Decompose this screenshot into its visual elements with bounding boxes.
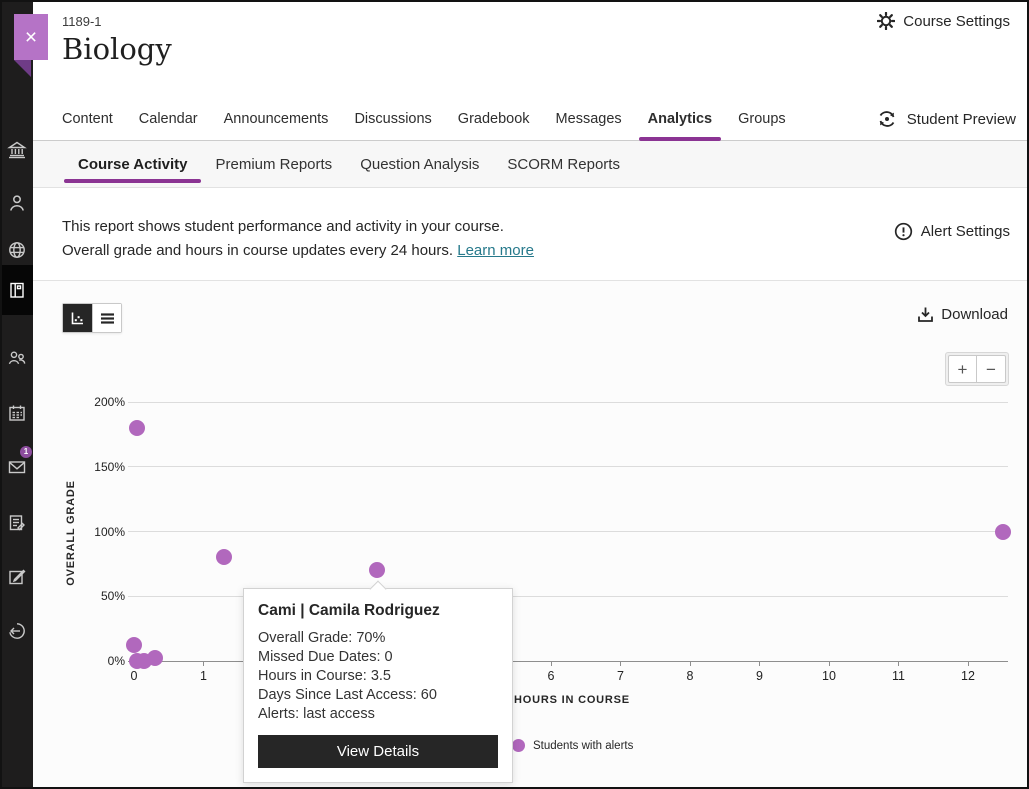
sidebar-item-courses[interactable] — [0, 265, 33, 315]
course-header: 1189-1 Biology Course Settings — [33, 0, 1029, 98]
tab-analytics[interactable]: Analytics — [635, 98, 725, 141]
download-button[interactable]: Download — [917, 306, 1008, 323]
learn-more-link[interactable]: Learn more — [457, 242, 534, 260]
report-description-line2: Overall grade and hours in course update… — [62, 242, 534, 260]
subtab-scorm-reports[interactable]: SCORM Reports — [507, 155, 620, 173]
profile-icon — [9, 195, 24, 211]
zoom-in-button[interactable]: + — [948, 355, 977, 383]
data-point[interactable] — [126, 637, 142, 654]
chart-zoom-controls: + − — [945, 352, 1009, 386]
tooltip-days-since-last-access: Days Since Last Access: 60 — [258, 687, 437, 703]
student-preview-button[interactable]: Student Preview — [876, 98, 1016, 140]
tooltip-alerts: Alerts: last access — [258, 706, 375, 722]
course-settings-label: Course Settings — [903, 12, 1010, 30]
tab-announcements[interactable]: Announcements — [223, 111, 329, 127]
list-view-button[interactable] — [92, 304, 121, 332]
data-point[interactable] — [146, 650, 163, 667]
courses-icon — [9, 282, 24, 298]
sidebar-item-calendar[interactable] — [0, 388, 33, 438]
mail-notification-badge: 1 — [20, 446, 32, 458]
download-label: Download — [941, 306, 1008, 323]
subtab-course-activity[interactable]: Course Activity — [64, 141, 202, 187]
calendar-icon — [8, 405, 25, 421]
alert-icon — [894, 222, 912, 241]
data-point[interactable] — [129, 419, 146, 436]
sign-out-icon — [8, 623, 25, 639]
subtab-question-analysis[interactable]: Question Analysis — [360, 155, 480, 173]
tooltip-overall-grade: Overall Grade: 70% — [258, 630, 386, 646]
tab-content[interactable]: Content — [62, 111, 113, 127]
tooltip-hours-in-course: Hours in Course: 3.5 — [258, 668, 391, 684]
course-settings-button[interactable]: Course Settings — [877, 12, 1010, 30]
report-description-section: This report shows student performance an… — [33, 188, 1029, 281]
mail-icon — [8, 461, 25, 474]
sidebar-item-activity-stream[interactable] — [0, 225, 33, 275]
student-preview-icon — [879, 111, 895, 127]
list-icon — [100, 312, 114, 324]
student-tooltip: Cami | Camila Rodriguez Overall Grade: 7… — [243, 580, 513, 783]
report-description-line1: This report shows student performance an… — [62, 218, 504, 235]
sidebar-item-sign-out[interactable] — [0, 606, 33, 656]
people-icon — [8, 351, 25, 365]
data-point[interactable] — [994, 523, 1011, 540]
compose-icon — [8, 569, 25, 585]
zoom-out-button[interactable]: − — [977, 355, 1006, 383]
view-toggle-group — [62, 303, 122, 333]
sidebar-item-messages[interactable]: 1 — [0, 442, 33, 492]
subtab-premium-reports[interactable]: Premium Reports — [215, 155, 333, 173]
view-details-button[interactable]: View Details — [258, 735, 498, 768]
tooltip-missed-due-dates: Missed Due Dates: 0 — [258, 649, 393, 665]
app-sidebar: 1 — [0, 0, 33, 789]
tab-groups[interactable]: Groups — [738, 111, 786, 127]
tooltip-student-name: Cami | Camila Rodriguez — [258, 602, 440, 619]
globe-icon — [8, 242, 25, 258]
analytics-subtabs: Course Activity Premium Reports Question… — [33, 141, 1029, 188]
student-preview-label: Student Preview — [906, 110, 1016, 128]
grades-icon — [9, 515, 25, 531]
tab-gradebook[interactable]: Gradebook — [457, 111, 530, 127]
page-title: Biology — [62, 32, 172, 66]
sidebar-item-profile[interactable] — [0, 178, 33, 228]
data-point[interactable] — [216, 549, 233, 566]
gear-icon — [877, 12, 896, 30]
sidebar-item-tools[interactable] — [0, 552, 33, 602]
sidebar-item-grades[interactable] — [0, 498, 33, 548]
download-icon — [918, 307, 934, 322]
course-nav-tabs: Content Calendar Announcements Discussio… — [33, 98, 1029, 141]
close-icon: × — [24, 25, 38, 49]
chart-view-button[interactable] — [63, 304, 92, 332]
tab-discussions[interactable]: Discussions — [354, 111, 432, 127]
course-id: 1189-1 — [62, 14, 102, 29]
tab-calendar[interactable]: Calendar — [138, 111, 198, 127]
alert-settings-label: Alert Settings — [920, 223, 1010, 240]
chart-panel — [33, 281, 1029, 789]
scatter-chart-icon — [71, 312, 83, 324]
close-course-button[interactable]: × — [14, 14, 48, 60]
data-point-selected[interactable] — [369, 562, 386, 579]
sidebar-item-institution[interactable] — [0, 125, 33, 175]
tab-messages[interactable]: Messages — [555, 111, 622, 127]
sidebar-item-organizations[interactable] — [0, 333, 33, 383]
alert-settings-button[interactable]: Alert Settings — [894, 222, 1010, 241]
institution-icon — [6, 141, 27, 159]
